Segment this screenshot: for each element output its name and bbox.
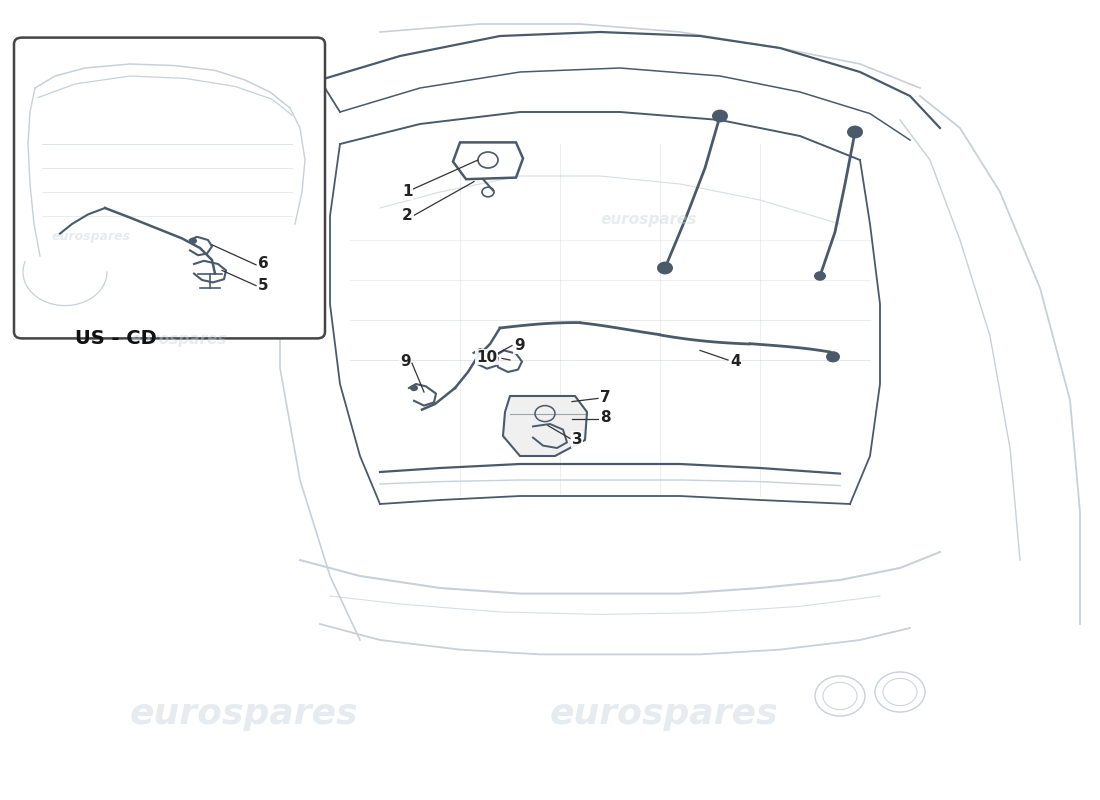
Text: 1: 1 (402, 184, 412, 199)
Text: 7: 7 (600, 390, 610, 405)
Circle shape (826, 351, 840, 362)
Circle shape (657, 262, 673, 274)
Circle shape (410, 385, 418, 391)
Text: 9: 9 (514, 338, 525, 354)
Circle shape (474, 350, 482, 356)
Text: US - CD: US - CD (75, 329, 156, 348)
Text: 10: 10 (476, 350, 497, 365)
Text: eurospares: eurospares (600, 212, 696, 227)
Text: eurospares: eurospares (130, 332, 227, 347)
Polygon shape (453, 142, 522, 179)
Circle shape (712, 110, 728, 122)
Text: 9: 9 (400, 354, 410, 370)
Text: eurospares: eurospares (550, 697, 779, 731)
Circle shape (189, 238, 197, 244)
Circle shape (847, 126, 864, 138)
Text: 5: 5 (258, 278, 268, 293)
Text: 6: 6 (258, 256, 268, 271)
Text: 2: 2 (402, 208, 412, 223)
Text: 8: 8 (600, 410, 610, 426)
Text: 4: 4 (730, 354, 740, 369)
FancyBboxPatch shape (14, 38, 324, 338)
Text: eurospares: eurospares (130, 697, 359, 731)
Text: 3: 3 (572, 432, 583, 447)
Polygon shape (503, 396, 587, 456)
Circle shape (814, 271, 826, 281)
Text: eurospares: eurospares (52, 230, 131, 243)
